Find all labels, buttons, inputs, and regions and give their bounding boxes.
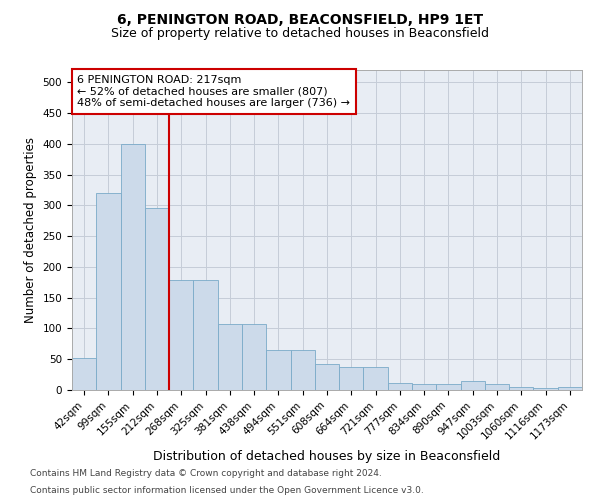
Text: 6, PENINGTON ROAD, BEACONSFIELD, HP9 1ET: 6, PENINGTON ROAD, BEACONSFIELD, HP9 1ET [117,12,483,26]
Bar [290,350,315,390]
Bar [436,384,461,390]
Bar [485,384,509,390]
X-axis label: Distribution of detached houses by size in Beaconsfield: Distribution of detached houses by size … [154,450,500,462]
Bar [315,364,339,390]
Bar [364,367,388,390]
Bar [193,280,218,390]
Bar [121,144,145,390]
Bar [533,388,558,390]
Bar [96,193,121,390]
Bar [339,367,364,390]
Bar [461,382,485,390]
Bar [412,384,436,390]
Text: Contains HM Land Registry data © Crown copyright and database right 2024.: Contains HM Land Registry data © Crown c… [30,468,382,477]
Bar [509,387,533,390]
Bar [169,280,193,390]
Bar [558,387,582,390]
Bar [242,324,266,390]
Bar [266,350,290,390]
Bar [218,324,242,390]
Text: Contains public sector information licensed under the Open Government Licence v3: Contains public sector information licen… [30,486,424,495]
Text: 6 PENINGTON ROAD: 217sqm
← 52% of detached houses are smaller (807)
48% of semi-: 6 PENINGTON ROAD: 217sqm ← 52% of detach… [77,75,350,108]
Bar [388,382,412,390]
Text: Size of property relative to detached houses in Beaconsfield: Size of property relative to detached ho… [111,28,489,40]
Bar [145,208,169,390]
Bar [72,358,96,390]
Y-axis label: Number of detached properties: Number of detached properties [24,137,37,323]
